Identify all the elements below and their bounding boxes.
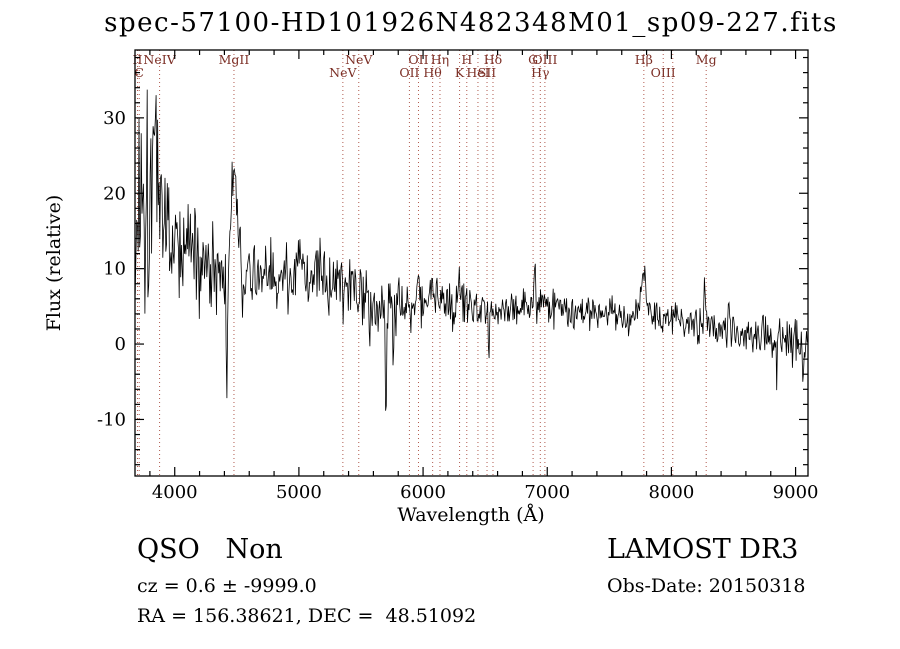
spectral-line-label: Hθ (423, 65, 441, 80)
y-tick-label: 10 (103, 259, 126, 280)
x-tick-label: 5000 (276, 482, 322, 503)
spectral-line-label: Hβ (635, 52, 653, 67)
plot-title: spec-57100-HD101926N482348M01_sp09-227.f… (104, 8, 838, 38)
x-axis-label: Wavelength (Å) (397, 504, 544, 526)
plot-frame (134, 49, 809, 477)
spectral-line-label: II (133, 52, 143, 67)
x-tick-label: 6000 (400, 482, 446, 503)
spectral-line-label: OII (399, 65, 419, 80)
spectral-line-label: NeV (329, 65, 357, 80)
spectral-line-label: SII (478, 65, 497, 80)
survey-label: LAMOST DR3 (607, 534, 799, 565)
x-tick-label: 8000 (649, 482, 695, 503)
spectral-line-label: HeI (466, 65, 489, 80)
spectral-line-label: NeIV (143, 52, 176, 67)
spectral-line-label: Hη (431, 52, 449, 67)
spectral-line-label: Mg (696, 52, 717, 67)
x-tick-label: 7000 (524, 482, 570, 503)
spectrum-trace (134, 89, 808, 411)
spectral-line-label: NeV (345, 52, 373, 67)
y-axis-label: Flux (relative) (43, 195, 65, 332)
spectral-line-label: Hδ (484, 52, 502, 67)
spectral-line-label: K (455, 65, 465, 80)
spectral-line-label: OIII (651, 65, 676, 80)
y-tick-label: 30 (103, 108, 126, 129)
spectral-line-label: OIII (532, 52, 557, 67)
ra-dec-label: RA = 156.38621, DEC = 48.51092 (137, 605, 477, 627)
x-tick-label: 9000 (773, 482, 819, 503)
cz-value-label: cz = 0.6 ± -9999.0 (137, 575, 317, 597)
obs-date-label: Obs-Date: 20150318 (607, 575, 806, 597)
spectral-line-label: MgII (219, 52, 250, 67)
classification-label: QSO Non (137, 534, 283, 565)
x-tick-label: 4000 (152, 482, 198, 503)
y-tick-label: 20 (103, 183, 126, 204)
y-tick-label: -10 (97, 409, 126, 430)
spectral-line-label: G (528, 52, 538, 67)
spectral-line-label: Hγ (531, 65, 549, 80)
spectral-line-label: H (461, 52, 472, 67)
y-tick-label: 0 (115, 334, 126, 355)
